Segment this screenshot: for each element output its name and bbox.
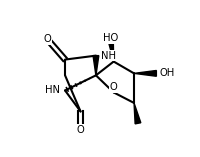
Text: HN: HN <box>45 85 60 95</box>
Text: O: O <box>110 82 118 92</box>
Text: NH: NH <box>101 51 116 61</box>
Polygon shape <box>108 38 114 62</box>
Polygon shape <box>134 70 156 76</box>
Polygon shape <box>93 56 99 75</box>
Text: OH: OH <box>159 68 174 78</box>
Text: O: O <box>43 34 51 44</box>
Text: O: O <box>77 125 84 135</box>
Text: HO: HO <box>103 33 118 43</box>
Polygon shape <box>134 103 141 124</box>
